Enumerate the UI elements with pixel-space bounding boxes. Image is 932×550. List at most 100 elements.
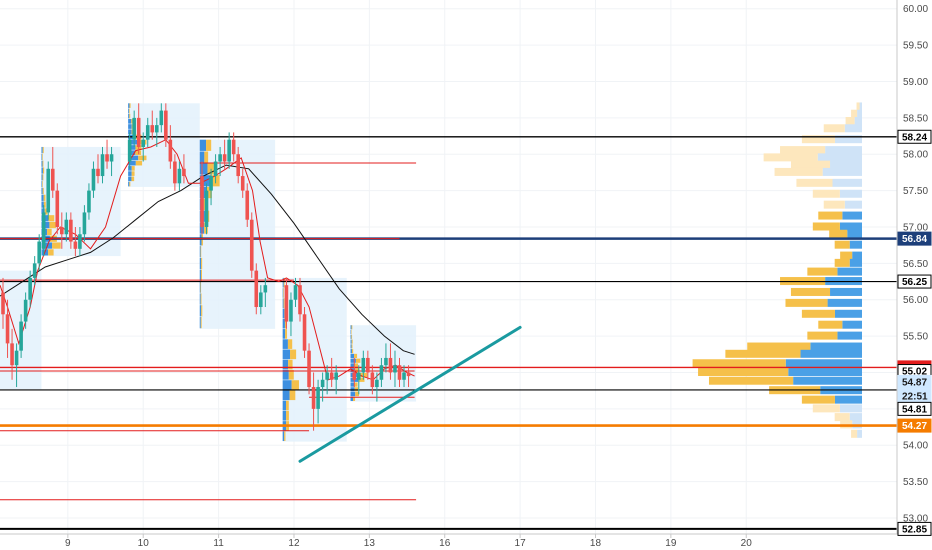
profile-row-up <box>282 349 291 360</box>
candle-body <box>388 357 393 373</box>
right-profile-row-down <box>801 395 835 404</box>
candle-body <box>23 299 28 322</box>
candle-body <box>69 219 73 242</box>
price-badge-label: 54.27 <box>902 421 927 432</box>
profile-row-up <box>41 187 43 195</box>
candle-body <box>46 168 51 213</box>
candle-body <box>64 219 69 235</box>
right-profile-row-down <box>801 309 835 318</box>
right-profile-row-down <box>807 267 838 276</box>
profile-row-down <box>200 293 202 305</box>
right-profile-row-up <box>834 309 862 318</box>
candle-body <box>366 357 370 373</box>
profile-row-up <box>199 269 201 281</box>
profile-row-up <box>199 139 207 151</box>
price-badge-label: 54.87 <box>902 377 927 388</box>
price-badge-label: 52.85 <box>902 524 927 535</box>
right-profile-row-down <box>834 240 850 249</box>
candle-body <box>325 372 329 380</box>
profile-row-down <box>355 358 361 363</box>
profile-row-up <box>41 167 43 174</box>
candle-body <box>375 379 379 388</box>
x-axis-ticks: 9 10 11 12 13 16 17 18 19 20 <box>65 534 752 549</box>
right-profile-row-up <box>842 320 862 329</box>
profile-row-up <box>282 400 287 411</box>
candle-body <box>87 190 91 213</box>
profile-row-down <box>200 269 202 281</box>
candle-body <box>329 372 334 380</box>
profile-row-down <box>290 349 297 360</box>
y-tick-label: 53.50 <box>903 477 928 488</box>
candle-body <box>231 139 236 155</box>
candle-body <box>173 161 177 184</box>
profile-row-down <box>351 349 354 354</box>
right-profile-row-up <box>825 146 862 155</box>
candle-body <box>154 125 159 133</box>
profile-row-up <box>128 118 132 124</box>
right-profile-row-up <box>822 167 862 176</box>
candle-body <box>222 154 227 162</box>
profile-row-down <box>206 186 212 199</box>
profile-row-up <box>282 277 284 288</box>
profile-row-up <box>282 308 285 319</box>
candle-body <box>316 387 320 409</box>
y-tick-label: 56.00 <box>903 295 928 306</box>
right-profile-row-up <box>854 116 862 125</box>
right-profile-row-up <box>842 211 862 220</box>
right-profile-row-up <box>785 359 862 368</box>
profile-row-down <box>291 380 299 390</box>
session-box <box>282 277 347 442</box>
right-profile-row-down <box>747 342 811 351</box>
price-badge <box>897 231 932 246</box>
profile-row-down <box>204 222 208 234</box>
profile-row-up <box>350 329 352 335</box>
candle-body <box>370 372 375 388</box>
candle-body <box>78 234 82 249</box>
right-profile-row-up <box>834 395 862 404</box>
profile-row-down <box>283 277 285 288</box>
profile-row-down <box>200 281 202 293</box>
candle-body <box>361 357 366 373</box>
y-tick-label: 58.50 <box>903 113 928 124</box>
candle-body <box>259 292 263 308</box>
profile-row-down <box>200 246 202 258</box>
price-badge-label: 22:51 <box>902 391 928 402</box>
candle-body <box>384 357 388 366</box>
profile-row-down <box>128 108 130 114</box>
candle-body <box>406 372 411 377</box>
price-badge-label: 56.84 <box>902 234 927 245</box>
trendline[interactable] <box>298 325 522 463</box>
profile-row-up <box>199 246 201 258</box>
profile-row-up <box>128 150 136 155</box>
profile-row-down <box>129 113 131 119</box>
candle-body <box>218 154 222 162</box>
profile-row-down <box>200 317 202 329</box>
right-profile-row-down <box>823 124 845 133</box>
profile-row-up <box>41 208 45 215</box>
profile-row-up <box>350 349 352 354</box>
profile-row-up <box>199 293 201 305</box>
profile-row-up <box>128 129 132 135</box>
profile-row-up <box>41 153 43 161</box>
right-profile-row-up <box>857 429 862 438</box>
horizontal-levels[interactable] <box>0 136 897 530</box>
candle-body <box>50 168 55 191</box>
profile-row-down <box>283 288 284 298</box>
candle-body <box>393 365 397 373</box>
candle-body <box>245 190 250 220</box>
profile-row-up <box>282 380 292 390</box>
profile-row-up <box>41 194 44 201</box>
right-profile-row-up <box>839 189 862 198</box>
candle-body <box>127 139 132 162</box>
x-tick-label: 19 <box>665 538 677 549</box>
right-profile-row-down <box>698 367 789 376</box>
y-tick-label: 56.50 <box>903 259 928 270</box>
profile-row-down <box>129 181 131 187</box>
candle-body <box>32 263 37 278</box>
y-tick-label: 58.00 <box>903 150 928 161</box>
right-profile-row-up <box>849 258 862 267</box>
candle-body <box>302 314 307 351</box>
price-badge-label: 56.25 <box>902 277 927 288</box>
profile-row-down <box>284 318 287 329</box>
